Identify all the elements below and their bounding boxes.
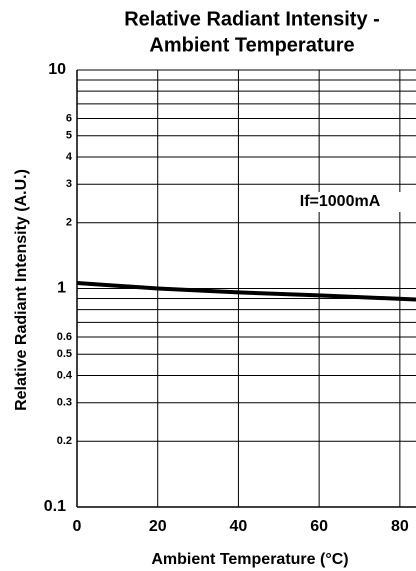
y-tick-label: 4	[66, 151, 73, 163]
x-tick-label: 40	[230, 518, 248, 535]
y-tick-label: 3	[66, 178, 72, 190]
y-tick-label: 6	[66, 112, 72, 124]
x-tick-label: 80	[391, 518, 409, 535]
y-axis-label: Relative Radiant Intensity (A.U.)	[13, 169, 30, 411]
y-tick-label: 0.1	[44, 498, 66, 515]
line	[76, 280, 416, 302]
y-tick-label: 0.5	[57, 348, 72, 360]
y-tick-label: 0.4	[57, 369, 73, 381]
y-tick-label: 0.3	[57, 397, 72, 409]
x-tick-label: 0	[73, 518, 82, 535]
x-tick-label: 60	[310, 518, 328, 535]
y-tick-label: 5	[66, 130, 72, 142]
y-tick-label: 10	[48, 61, 66, 78]
y-tick-label: 0.6	[57, 331, 72, 343]
x-tick-label: 20	[149, 518, 167, 535]
chart-title: Ambient Temperature	[149, 34, 354, 56]
y-tick-label: 2	[66, 217, 72, 229]
chart-title: Relative Radiant Intensity -	[124, 8, 380, 30]
y-tick-label: 0.2	[57, 435, 72, 447]
y-tick-label: 1	[57, 280, 66, 297]
annotation: If=1000mA	[300, 193, 381, 210]
x-axis-label: Ambient Temperature (°C)	[151, 551, 348, 568]
annotation-bg	[284, 192, 402, 212]
